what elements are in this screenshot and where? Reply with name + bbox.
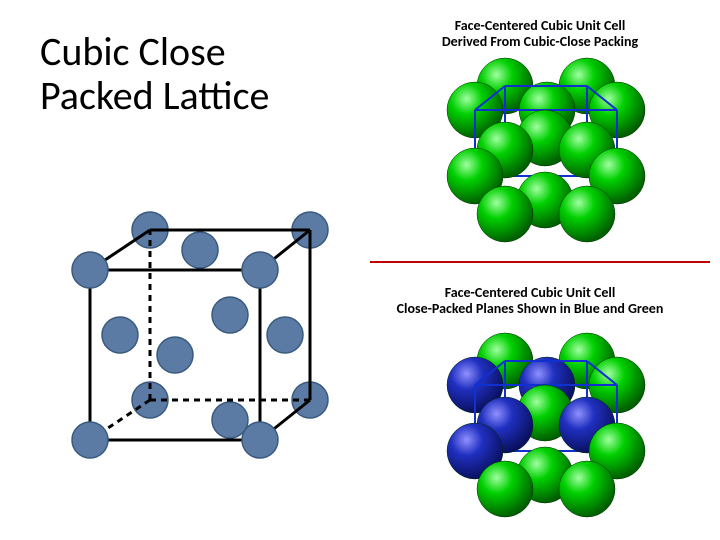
lattice-atom (72, 252, 108, 288)
lattice-atom (242, 422, 278, 458)
subtitle-top-line2: Derived From Cubic-Close Packing (442, 33, 638, 50)
lattice-atom (212, 297, 248, 333)
title-line1: Cubic Close (40, 27, 226, 76)
subtitle-bottom: Face-Centered Cubic Unit Cell Close-Pack… (360, 285, 700, 317)
lattice-atom (157, 337, 193, 373)
fcc-green-diagram (445, 50, 655, 260)
wireframe-cube-diagram (60, 195, 350, 485)
subtitle-top: Face-Centered Cubic Unit Cell Derived Fr… (395, 18, 685, 50)
fcc-atom (477, 461, 533, 517)
lattice-atom (242, 252, 278, 288)
subtitle-bottom-line2: Close-Packed Planes Shown in Blue and Gr… (397, 300, 664, 317)
fcc-atom (477, 186, 533, 242)
subtitle-bottom-line1: Face-Centered Cubic Unit Cell (445, 284, 616, 301)
subtitle-top-line1: Face-Centered Cubic Unit Cell (455, 17, 626, 34)
fcc-atom (559, 461, 615, 517)
lattice-atom (182, 232, 218, 268)
lattice-atom (102, 317, 138, 353)
lattice-atom (212, 402, 248, 438)
fcc-blue-green-diagram (445, 325, 655, 535)
lattice-atom (72, 422, 108, 458)
title-line2: Packed Lattice (40, 71, 269, 120)
lattice-atom (267, 317, 303, 353)
fcc-atom (559, 186, 615, 242)
main-title: Cubic Close Packed Lattice (40, 30, 269, 118)
